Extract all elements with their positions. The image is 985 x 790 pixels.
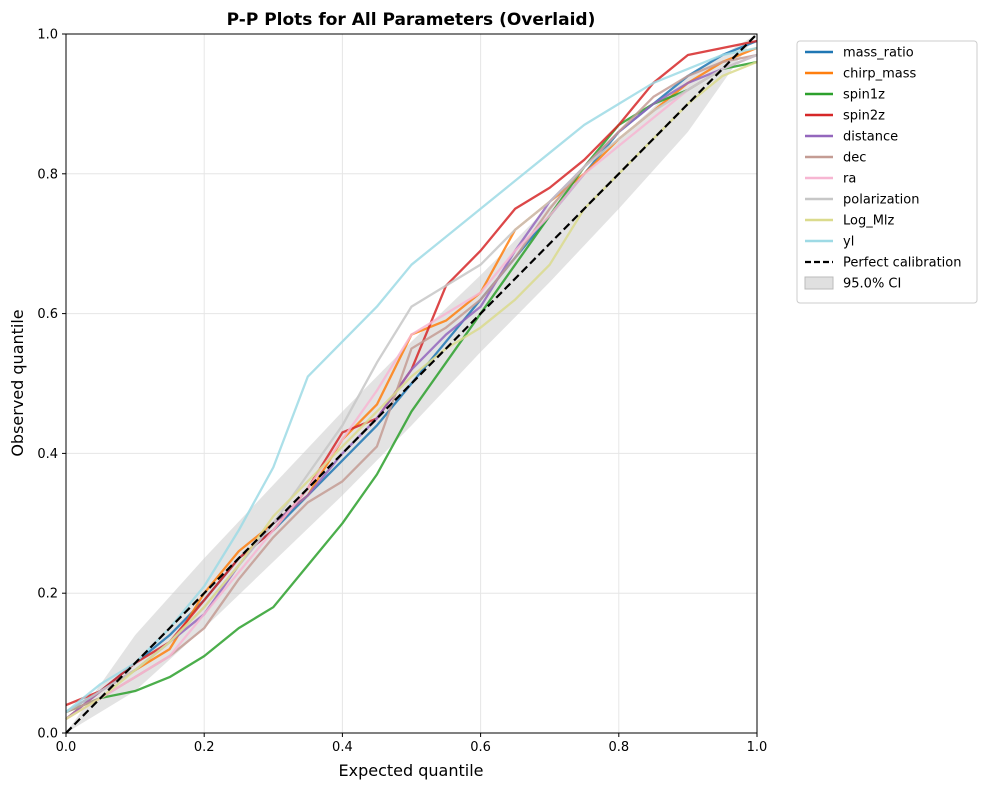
y-tick-label: 0.6 (37, 307, 58, 322)
legend-frame (796, 40, 978, 304)
x-tick-label: 1.0 (747, 740, 768, 755)
y-tick-label: 0.0 (37, 727, 58, 742)
legend-label: 95.0% CI (843, 277, 901, 292)
legend-label: polarization (843, 193, 919, 208)
legend-label: spin1z (843, 88, 885, 103)
legend-label: mass_ratio (843, 46, 914, 61)
legend-label: dec (843, 151, 866, 166)
y-axis-label: Observed quantile (8, 309, 27, 456)
legend-label: distance (843, 130, 898, 145)
legend-label: yl (843, 235, 854, 250)
legend-label: Perfect calibration (843, 256, 961, 271)
y-tick-label: 0.8 (37, 167, 58, 182)
x-tick-label: 0.2 (194, 740, 215, 755)
series-line-yl (65, 46, 758, 713)
legend-label: ra (843, 172, 856, 187)
chart-title: P-P Plots for All Parameters (Overlaid) (227, 10, 596, 30)
series-line-ra (65, 53, 758, 721)
legend-swatch (804, 276, 834, 290)
series-line-distance (65, 53, 758, 720)
legend-label: spin2z (843, 109, 885, 124)
legend-label: chirp_mass (843, 67, 916, 82)
y-axis-ticks: 0.0 0.2 0.4 0.6 0.8 1.0 (37, 28, 66, 742)
series-line-spin1z (65, 60, 758, 714)
legend: mass_ratio chirp_mass spin1z spin2z distance… (796, 40, 978, 304)
y-tick-label: 0.4 (37, 447, 58, 462)
reference-layer (65, 33, 758, 734)
legend-label: Log_Mlz (843, 214, 895, 229)
x-axis-ticks: 0.0 0.2 0.4 0.6 0.8 1.0 (56, 733, 768, 755)
x-axis-label: Expected quantile (339, 761, 484, 780)
perfect-calibration-line (65, 33, 758, 734)
x-tick-label: 0.6 (470, 740, 491, 755)
y-tick-label: 1.0 (37, 28, 58, 43)
x-tick-label: 0.4 (332, 740, 353, 755)
y-tick-label: 0.2 (37, 587, 58, 602)
series-line-dec (65, 53, 758, 714)
x-tick-label: 0.8 (608, 740, 629, 755)
plot-frame (65, 33, 758, 734)
x-tick-label: 0.0 (56, 740, 77, 755)
